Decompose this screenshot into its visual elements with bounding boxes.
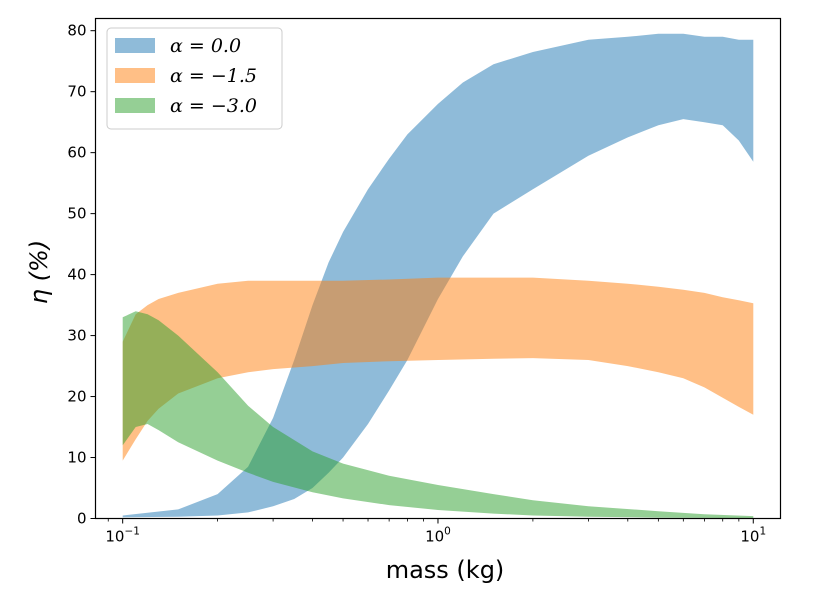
legend-label-2: α = −3.0 bbox=[170, 95, 257, 117]
x-tick-label: 100 bbox=[425, 526, 451, 546]
y-axis-label: η (%) bbox=[25, 240, 53, 304]
y-tick-label: 30 bbox=[67, 327, 86, 345]
y-tick-label: 70 bbox=[67, 83, 86, 101]
legend-swatch-0 bbox=[115, 38, 155, 53]
legend-swatch-2 bbox=[115, 98, 155, 113]
legend-swatch-1 bbox=[115, 68, 155, 83]
y-tick-label: 50 bbox=[67, 205, 86, 223]
band-series-0 bbox=[122, 33, 754, 518]
x-tick-label: 101 bbox=[740, 526, 766, 546]
band-series-1 bbox=[122, 277, 754, 461]
y-tick-label: 40 bbox=[67, 266, 86, 284]
legend: α = 0.0 α = −1.5 α = −3.0 bbox=[106, 27, 283, 130]
axis-ticks: 0 10 20 30 40 50 60 70 80 10−1 100 101 bbox=[67, 22, 766, 546]
y-tick-label: 0 bbox=[77, 510, 87, 528]
x-axis-label: mass (kg) bbox=[386, 556, 505, 584]
legend-label-0: α = 0.0 bbox=[170, 35, 241, 57]
series-bands bbox=[122, 33, 754, 519]
y-tick-label: 20 bbox=[67, 388, 86, 406]
band-series-2 bbox=[122, 311, 754, 519]
y-tick-label: 80 bbox=[67, 22, 86, 40]
x-tick-label: 10−1 bbox=[105, 526, 140, 546]
y-tick-label: 10 bbox=[67, 449, 86, 467]
legend-label-1: α = −1.5 bbox=[170, 65, 257, 87]
y-tick-label: 60 bbox=[67, 144, 86, 162]
